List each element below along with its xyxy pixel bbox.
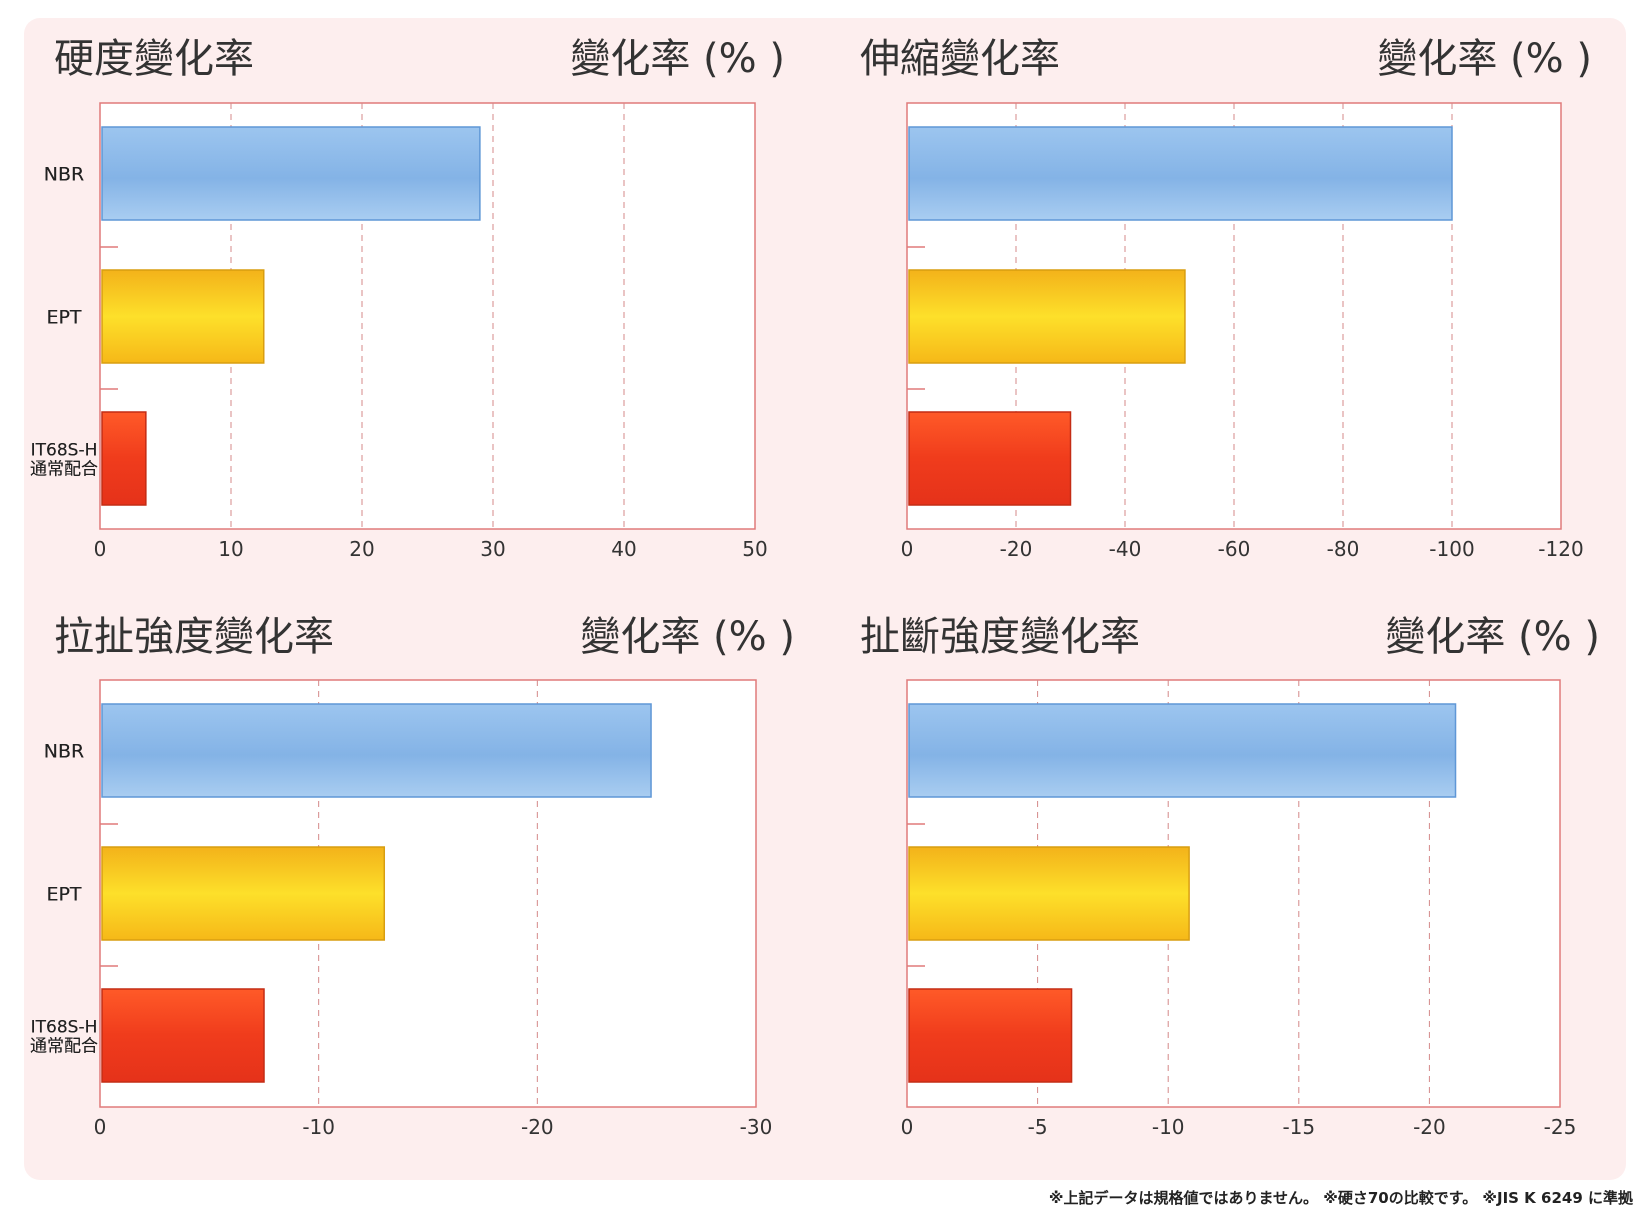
category-label-nbr: NBR [44, 164, 84, 186]
unit-label: 變化率 (% ) [1377, 36, 1592, 82]
chart-panel-4: 扯斷強度變化率 變化率 (% ) 0 -5 -10 -15 -20 -25 NBR EPT IT68… [30, 614, 1600, 1139]
tick-label: -5 [1028, 1115, 1048, 1139]
category-label-it68s-h: IT68S-H 通常配合 [30, 441, 98, 480]
tick-label: -10 [302, 1115, 335, 1139]
tick-label: 20 [349, 537, 374, 561]
tick-label: -15 [1282, 1115, 1315, 1139]
chart-panel-2: 伸縮變化率 變化率 (% ) 0 -20 -40 -60 -80 -100 -120 NBR EPT… [30, 36, 1592, 561]
tick-label: -60 [1218, 537, 1251, 561]
category-label-nbr: NBR [44, 164, 84, 186]
category-label-ept: EPT [46, 307, 81, 329]
bar-nbr [908, 703, 1457, 798]
tick-label: -120 [1538, 537, 1583, 561]
footnote: ※上記データは規格値ではありません。 ※硬さ70の比較です。 ※JIS K 62… [1048, 1189, 1633, 1207]
category-label-it68s-h: IT68S-H 通常配合 [30, 1018, 98, 1057]
tick-label: -40 [1109, 537, 1142, 561]
chart-title: 伸縮變化率 [860, 36, 1060, 82]
tick-label: 10 [218, 537, 243, 561]
unit-label: 變化率 (% ) [1385, 614, 1600, 660]
bar-it68s-h [101, 988, 265, 1083]
tick-label: -10 [1152, 1115, 1185, 1139]
chart-title: 硬度變化率 [54, 36, 254, 82]
bar-nbr [101, 126, 481, 221]
category-label-ept: EPT [46, 884, 81, 906]
tick-label: 40 [611, 537, 636, 561]
tick-label: -80 [1327, 537, 1360, 561]
tick-label: -30 [740, 1115, 773, 1139]
tick-label: -25 [1544, 1115, 1577, 1139]
tick-label: 0 [94, 1115, 107, 1139]
chart-panel-3: 拉扯強度變化率 變化率 (% ) 0 -10 -20 -30 NBR EPT IT68S-H 通常… [30, 614, 795, 1139]
bar-ept [101, 269, 265, 364]
bar-ept [908, 269, 1186, 364]
tick-label: -20 [1413, 1115, 1446, 1139]
category-label-ept: EPT [46, 307, 81, 329]
chart-title: 拉扯強度變化率 [54, 614, 334, 660]
category-label-nbr: NBR [44, 741, 84, 763]
bar-nbr [908, 126, 1453, 221]
category-label-nbr: NBR [44, 741, 84, 763]
bar-ept [908, 846, 1190, 941]
category-label-it68s-h: IT68S-H 通常配合 [30, 1018, 98, 1057]
tick-label: 0 [901, 537, 914, 561]
tick-label: 30 [480, 537, 505, 561]
tick-label: 0 [901, 1115, 914, 1139]
tick-label: 0 [94, 537, 107, 561]
bar-nbr [101, 703, 652, 798]
tick-label: -20 [1000, 537, 1033, 561]
chart-panel-1: 硬度變化率 變化率 (% ) 0 10 20 30 40 50 NBR EPT IT68S-H 通常配… [30, 36, 785, 561]
chart-title: 扯斷強度變化率 [860, 614, 1140, 660]
tick-label: 50 [742, 537, 767, 561]
bar-ept [101, 846, 386, 941]
bar-it68s-h [908, 411, 1072, 506]
unit-label: 變化率 (% ) [570, 36, 785, 82]
category-label-it68s-h: IT68S-H 通常配合 [30, 441, 98, 480]
bar-it68s-h [101, 411, 147, 506]
tick-label: -20 [521, 1115, 554, 1139]
unit-label: 變化率 (% ) [580, 614, 795, 660]
bar-it68s-h [908, 988, 1073, 1083]
tick-label: -100 [1429, 537, 1474, 561]
category-label-ept: EPT [46, 884, 81, 906]
